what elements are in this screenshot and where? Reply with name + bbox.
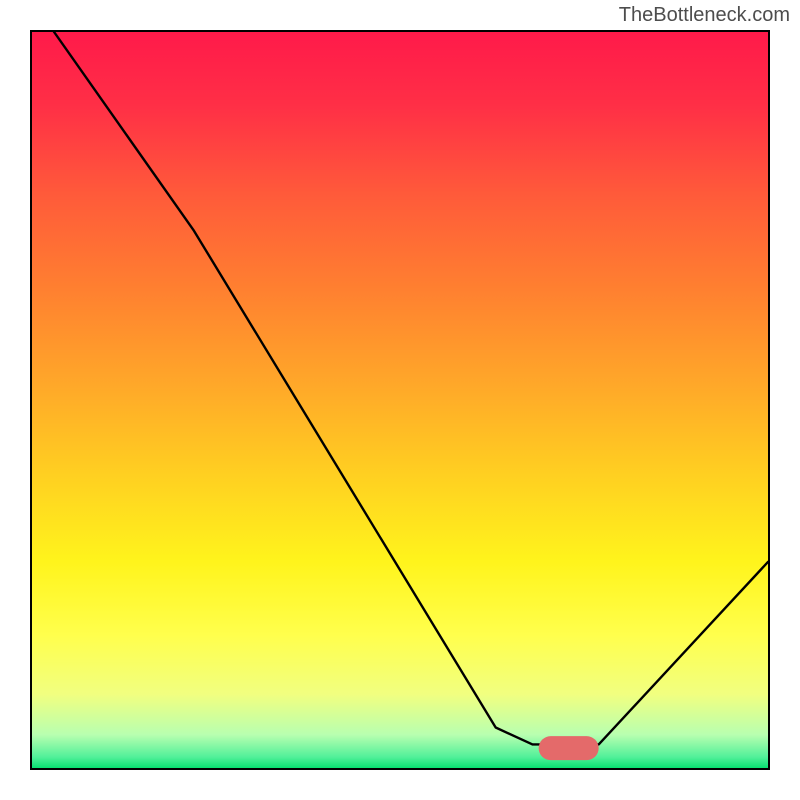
performance-curve [54, 32, 768, 744]
watermark-text: TheBottleneck.com [619, 4, 790, 27]
plot-area [30, 30, 770, 770]
bottleneck-chart: TheBottleneck.com [0, 0, 800, 800]
optimal-marker [538, 736, 599, 760]
curve-layer [32, 32, 768, 768]
